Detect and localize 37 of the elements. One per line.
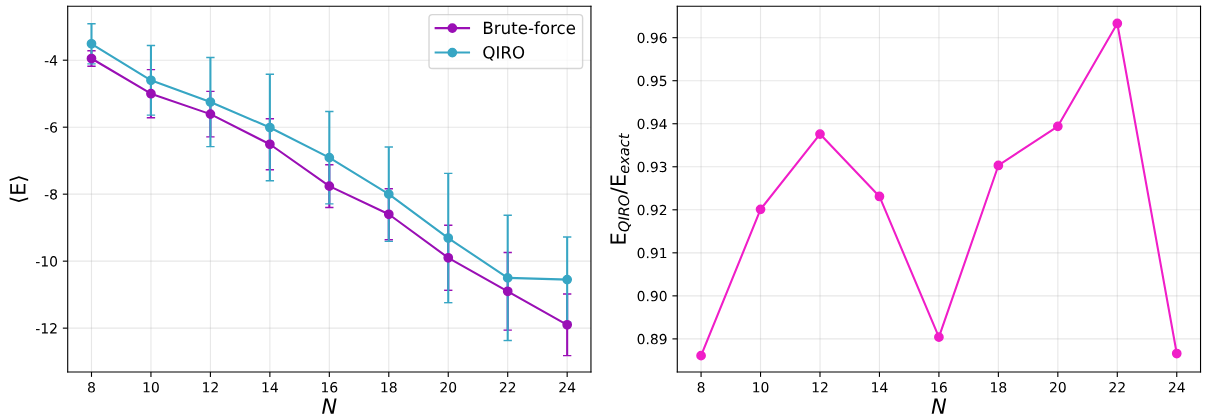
x-tick-label: 12 — [203, 381, 218, 393]
y-tick-label: -10 — [35, 256, 58, 267]
x-tick-label: 16 — [322, 381, 338, 393]
x-tick-label: 20 — [440, 381, 457, 393]
y-tick-label: 0.90 — [637, 290, 667, 302]
y-tick-label: -8 — [44, 189, 58, 200]
x-axis-title: N — [931, 398, 947, 414]
x-tick-label: 24 — [559, 381, 576, 393]
x-tick-label: 18 — [991, 381, 1007, 393]
y-tick-label: 0.91 — [637, 247, 667, 259]
y-tick-label: 0.92 — [637, 204, 667, 216]
x-tick-label: 10 — [143, 381, 159, 393]
x-tick-label: 8 — [697, 381, 705, 393]
y-tick-label: 0.93 — [637, 161, 667, 173]
legend-label: Brute-force — [483, 21, 576, 35]
x-tick-label: 18 — [381, 381, 397, 393]
y-tick-label: -6 — [44, 122, 58, 133]
x-tick-label: 12 — [812, 381, 828, 393]
x-tick-label: 22 — [1109, 381, 1125, 393]
legend-label: QIRO — [483, 46, 525, 61]
y-tick-label: 0.94 — [637, 118, 667, 130]
y-axis-title: ⟨E⟩ — [9, 176, 29, 202]
y-tick-label: -4 — [44, 55, 58, 66]
x-tick-label: 14 — [872, 382, 888, 393]
x-tick-label: 10 — [753, 381, 769, 393]
y-tick-label: 0.89 — [637, 333, 667, 345]
y-tick-label: 0.96 — [637, 32, 667, 44]
y-tick-label: 0.95 — [637, 75, 667, 87]
y-tick-label: -12 — [35, 323, 57, 334]
x-tick-label: 20 — [1050, 381, 1066, 393]
x-tick-label: 16 — [931, 381, 947, 393]
x-tick-label: 24 — [1168, 381, 1185, 393]
x-tick-label: 8 — [88, 381, 95, 393]
x-tick-label: 14 — [262, 382, 278, 393]
y-axis-title: E$_{QIRO}$/E$_{exact}$ — [610, 133, 631, 244]
x-tick-label: 22 — [499, 381, 516, 393]
x-axis-title: N — [322, 398, 337, 414]
